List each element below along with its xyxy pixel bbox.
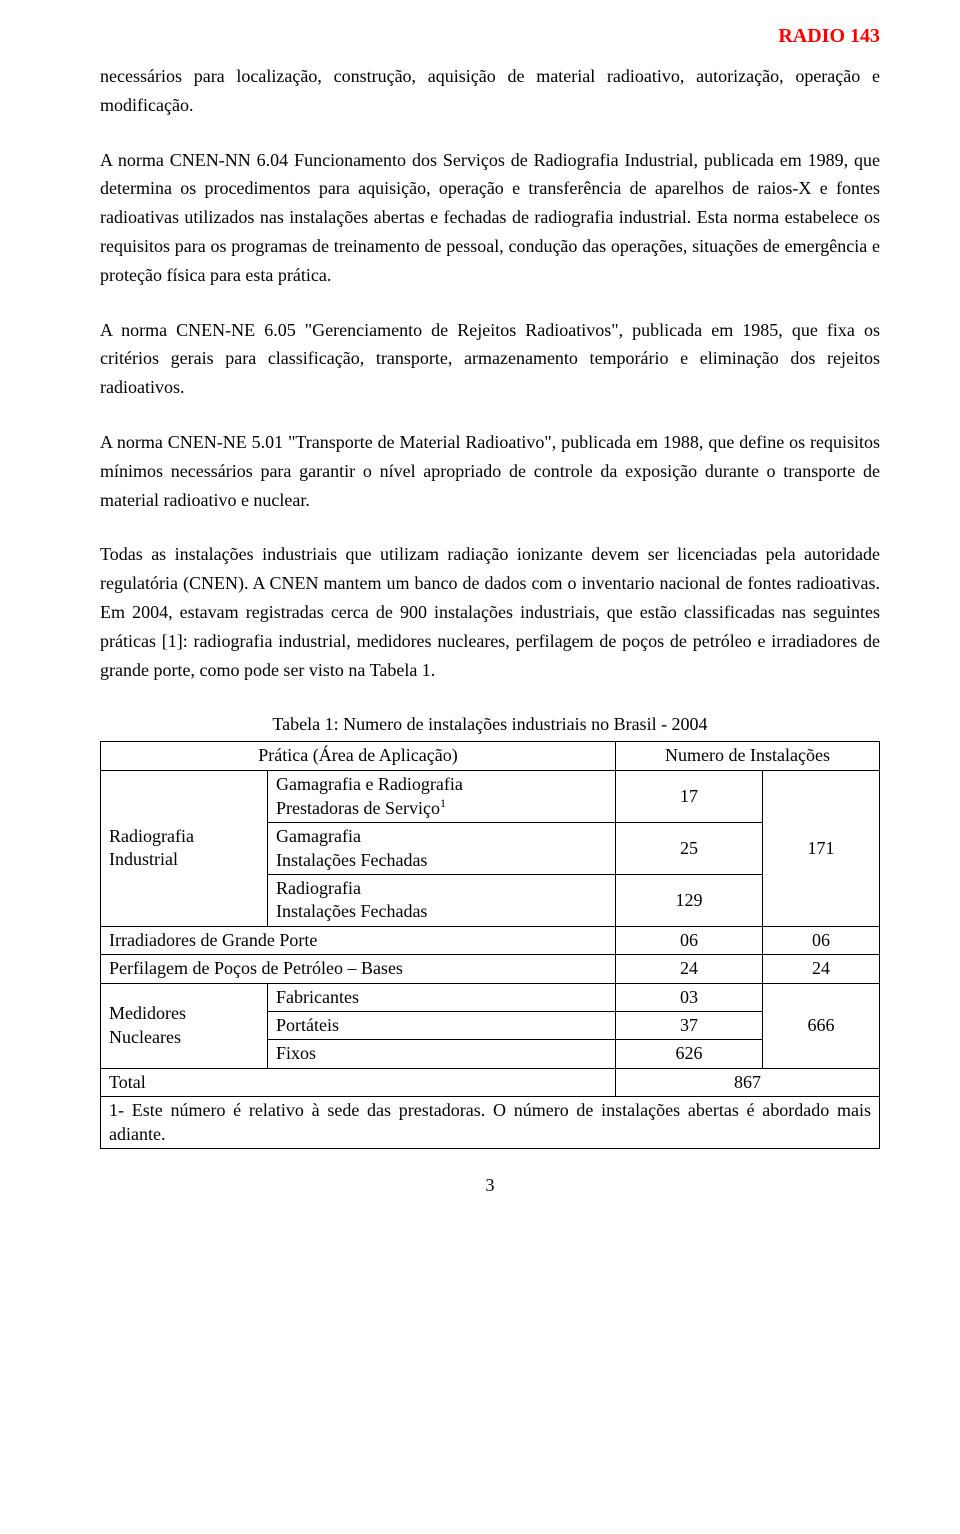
table-header-right: Numero de Instalações	[616, 742, 880, 770]
paragraph-4: A norma CNEN-NE 5.01 "Transporte de Mate…	[100, 428, 880, 514]
table-header-left: Prática (Área de Aplicação)	[101, 742, 616, 770]
medidores-nucleares-label: Medidores Nucleares	[101, 983, 268, 1068]
row7-val: 37	[616, 1012, 763, 1040]
paragraph-1: necessários para localização, construção…	[100, 62, 880, 120]
paragraph-3: A norma CNEN-NE 6.05 "Gerenciamento de R…	[100, 316, 880, 402]
radiografia-industrial-label: Radiografia Industrial	[101, 770, 268, 926]
table-total-row: Total 867	[101, 1068, 880, 1096]
row4-total: 06	[763, 926, 880, 954]
row6-val: 03	[616, 983, 763, 1011]
table-title: Tabela 1: Numero de instalações industri…	[100, 710, 880, 739]
row1-sup: 1	[440, 796, 446, 810]
table-footnote: 1- Este número é relativo à sede das pre…	[100, 1097, 880, 1149]
installations-table: Prática (Área de Aplicação) Numero de In…	[100, 741, 880, 1097]
row5-val: 24	[616, 955, 763, 983]
table-row: Radiografia Industrial Gamagrafia e Radi…	[101, 770, 880, 823]
row2-val: 25	[616, 823, 763, 875]
row1-desc-l2: Prestadoras de Serviço	[276, 798, 440, 818]
row1-desc: Gamagrafia e Radiografia Prestadoras de …	[268, 770, 616, 823]
row7-desc: Portáteis	[268, 1012, 616, 1040]
row4-desc: Irradiadores de Grande Porte	[101, 926, 616, 954]
row1-val: 17	[616, 770, 763, 823]
radiografia-total: 171	[763, 770, 880, 926]
row6-desc: Fabricantes	[268, 983, 616, 1011]
total-label: Total	[101, 1068, 616, 1096]
row2-desc-l1: Gamagrafia	[276, 826, 361, 846]
row3-desc-l2: Instalações Fechadas	[276, 901, 427, 921]
row1-desc-l1: Gamagrafia e Radiografia	[276, 774, 463, 794]
row4-val: 06	[616, 926, 763, 954]
row8-val: 626	[616, 1040, 763, 1068]
table-row: Medidores Nucleares Fabricantes 03 666	[101, 983, 880, 1011]
row5-desc: Perfilagem de Poços de Petróleo – Bases	[101, 955, 616, 983]
row3-val: 129	[616, 875, 763, 927]
row5-total: 24	[763, 955, 880, 983]
paragraph-2: A norma CNEN-NN 6.04 Funcionamento dos S…	[100, 146, 880, 290]
row3-desc-l1: Radiografia	[276, 878, 361, 898]
header-code: RADIO 143	[100, 20, 880, 52]
table-header-row: Prática (Área de Aplicação) Numero de In…	[101, 742, 880, 770]
row3-desc: Radiografia Instalações Fechadas	[268, 875, 616, 927]
table-row: Perfilagem de Poços de Petróleo – Bases …	[101, 955, 880, 983]
row2-desc-l2: Instalações Fechadas	[276, 850, 427, 870]
medidores-total: 666	[763, 983, 880, 1068]
total-val: 867	[616, 1068, 880, 1096]
row2-desc: Gamagrafia Instalações Fechadas	[268, 823, 616, 875]
paragraph-5: Todas as instalações industriais que uti…	[100, 540, 880, 684]
row8-desc: Fixos	[268, 1040, 616, 1068]
page-number: 3	[100, 1171, 880, 1200]
table-row: Irradiadores de Grande Porte 06 06	[101, 926, 880, 954]
